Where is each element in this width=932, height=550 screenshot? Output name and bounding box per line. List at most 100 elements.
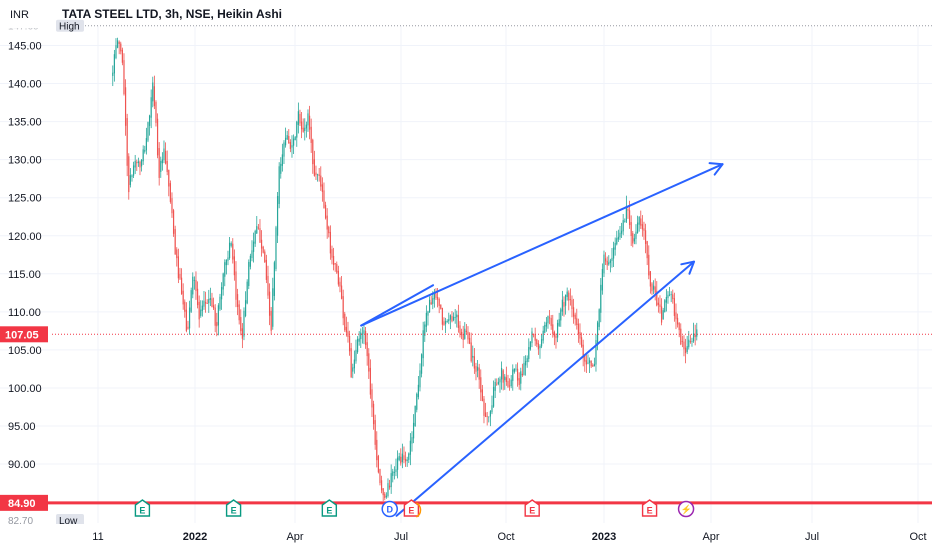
candle-body	[182, 290, 184, 305]
candle-body	[547, 316, 549, 324]
candle-body	[441, 307, 443, 325]
candle-body	[376, 439, 378, 461]
candle-body	[379, 469, 381, 484]
candle-body	[267, 275, 269, 296]
candle-body	[548, 317, 551, 319]
candle-body	[468, 337, 471, 344]
candle-body	[416, 393, 418, 410]
event-marker-earnings-red[interactable]: E	[524, 499, 540, 517]
event-marker-earnings-past[interactable]: E	[134, 499, 151, 517]
candle-body	[361, 333, 363, 335]
candle-body	[203, 300, 205, 307]
candle-body	[558, 319, 560, 326]
event-marker-earnings-red[interactable]: E	[641, 499, 658, 517]
candle-body	[492, 386, 495, 407]
candle-body	[540, 339, 543, 347]
events-layer[interactable]: E E E D E E E ⚡	[134, 499, 695, 518]
candle-body	[504, 376, 506, 381]
candle-body	[664, 300, 666, 313]
candle-body	[438, 299, 440, 306]
candle-body	[177, 256, 179, 279]
candle-body	[252, 241, 255, 252]
candle-body	[465, 330, 467, 332]
candle-body	[220, 287, 223, 300]
candle-body	[451, 316, 453, 322]
support-level-value: 84.90	[8, 498, 36, 510]
event-marker-dividend[interactable]: D	[381, 500, 398, 518]
candle-body	[420, 354, 423, 374]
candle-body	[449, 315, 451, 320]
candle-body	[400, 456, 402, 464]
event-marker-earnings-orange[interactable]: E	[403, 499, 422, 518]
candle-body	[340, 285, 343, 299]
candle-body	[184, 301, 186, 312]
candle-body	[462, 334, 464, 340]
earnings-icon	[641, 499, 658, 517]
candle-body	[368, 353, 370, 372]
candle-body	[550, 318, 552, 326]
candle-body	[385, 495, 387, 498]
event-marker-earnings-past[interactable]: E	[225, 499, 242, 517]
candle-body	[280, 163, 282, 174]
candle-body	[209, 298, 211, 300]
candle-body	[614, 242, 616, 250]
candle-body	[304, 127, 306, 131]
candle-body	[131, 175, 133, 178]
candle-body	[377, 456, 379, 473]
x-tick-label: Jul	[394, 531, 408, 543]
candle-body	[606, 260, 608, 266]
x-tick-label: 11	[92, 531, 103, 543]
candle-body	[616, 238, 618, 245]
candle-body	[120, 43, 122, 52]
candle-body	[380, 480, 383, 491]
candle-body	[651, 283, 653, 292]
candle-body	[217, 305, 219, 326]
candle-body	[523, 362, 525, 375]
candle-body	[478, 367, 480, 380]
candle-body	[680, 328, 682, 345]
candle-body	[526, 358, 528, 362]
candle-body	[155, 102, 157, 123]
candle-body	[336, 264, 338, 273]
candle-body	[500, 368, 503, 380]
candle-body	[190, 290, 192, 312]
event-letter: E	[231, 506, 237, 516]
candle-body	[300, 121, 303, 130]
x-tick-label: Apr	[702, 531, 719, 543]
candle-body	[411, 437, 413, 444]
candle-body	[174, 229, 176, 255]
candle-body	[408, 453, 410, 460]
candle-body	[668, 294, 671, 296]
candle-body	[198, 301, 200, 320]
candle-body	[499, 378, 501, 383]
candle-body	[140, 160, 143, 167]
candle-body	[212, 305, 215, 309]
candle-body	[694, 334, 696, 338]
candle-body	[667, 294, 669, 299]
candle-body	[497, 381, 499, 385]
candle-body	[123, 60, 125, 95]
candle-body	[393, 472, 395, 473]
candle-body	[124, 87, 127, 126]
candle-body	[142, 149, 144, 162]
candle-body	[201, 305, 203, 311]
event-letter: E	[647, 506, 653, 516]
candle-body	[161, 159, 163, 164]
candle-body	[419, 370, 421, 388]
support-level-bg	[0, 494, 48, 511]
candle-body	[472, 355, 474, 358]
candle-body	[612, 247, 615, 259]
candle-body	[403, 455, 405, 460]
candle-body	[129, 175, 131, 185]
y-tick-label: 105.00	[8, 345, 42, 357]
candle-body	[196, 288, 199, 306]
low-tag-bg	[56, 514, 84, 526]
candle-body	[257, 227, 259, 229]
candle-body	[179, 273, 181, 279]
event-marker-split[interactable]: ⚡	[677, 500, 695, 518]
low-value: 82.70	[8, 516, 33, 527]
event-marker-earnings-past[interactable]: E	[321, 499, 338, 517]
candle-body	[387, 483, 389, 497]
candle-body	[268, 291, 271, 316]
